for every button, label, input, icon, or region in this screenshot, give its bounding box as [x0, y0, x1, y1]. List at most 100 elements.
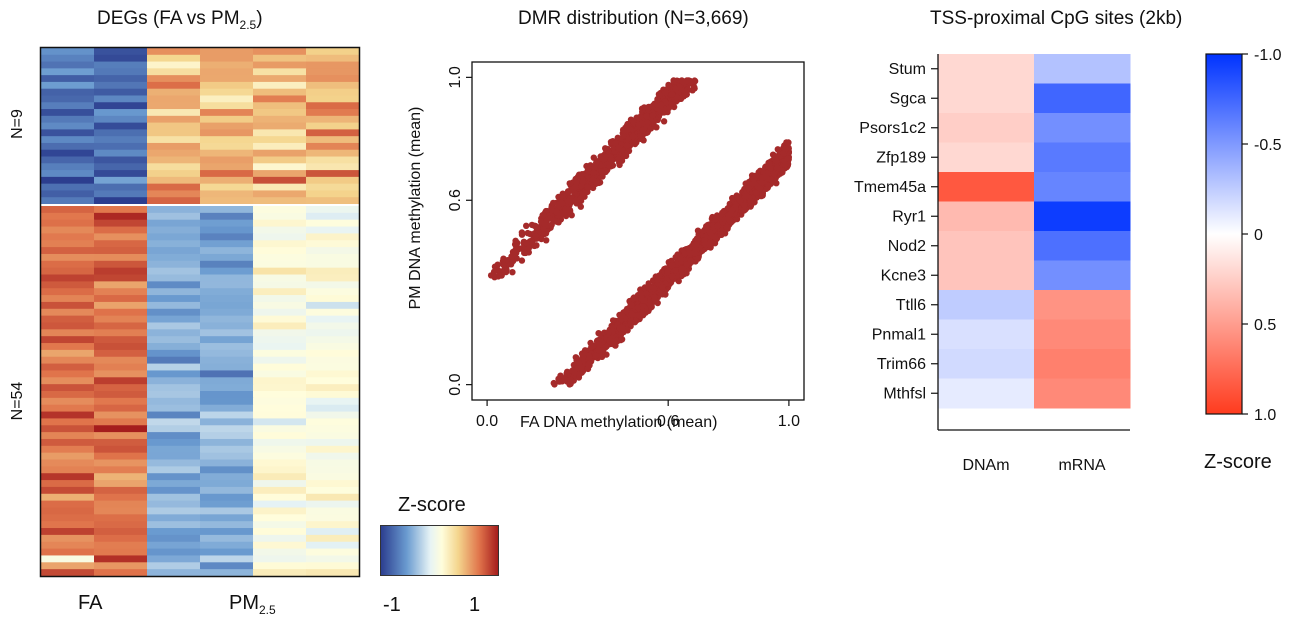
deg-heatmap-cell — [41, 349, 95, 358]
deg-heatmap-cell — [94, 156, 148, 164]
deg-heatmap-cell — [41, 363, 95, 371]
deg-heatmap-cell — [147, 61, 201, 69]
scatter-point — [615, 155, 622, 163]
scatter-point — [651, 294, 658, 301]
deg-heatmap-cell — [147, 156, 201, 164]
deg-heatmap-cell — [306, 438, 360, 447]
deg-heatmap-cell — [147, 95, 201, 103]
deg-heatmap-cell — [253, 109, 307, 117]
deg-heatmap-cell — [200, 391, 254, 399]
tss-row-label: Pnmal1 — [872, 326, 926, 343]
deg-heatmap-cell — [253, 528, 307, 536]
scatter-point — [579, 178, 587, 185]
deg-heatmap-cell — [306, 190, 360, 198]
deg-heatmap-cell — [200, 88, 254, 96]
deg-heatmap-cell — [147, 54, 201, 63]
deg-heatmap-cell — [306, 500, 360, 508]
deg-heatmap-cell — [147, 322, 201, 330]
scatter-point — [642, 290, 650, 297]
deg-heatmap-cell — [253, 404, 307, 413]
deg-heatmap-cell — [41, 226, 95, 234]
deg-heatmap-cell — [41, 109, 95, 117]
deg-heatmap-cell — [253, 507, 307, 515]
deg-heatmap-cell — [306, 274, 360, 282]
tss-legend-tick-label: -0.5 — [1254, 137, 1282, 154]
deg-heatmap-cell — [147, 473, 201, 481]
deg-heatmap-cell — [200, 384, 254, 392]
scatter-point — [612, 139, 619, 147]
deg-heatmap-cell — [253, 493, 307, 502]
tss-row-label: Ttll6 — [896, 297, 926, 314]
deg-heatmap-cell — [94, 452, 148, 461]
deg-heatmap-cell — [147, 48, 201, 56]
scatter-point — [622, 307, 630, 315]
deg-heatmap-cell — [147, 356, 201, 365]
deg-heatmap-cell — [41, 438, 95, 447]
deg-heatmap-cell — [147, 452, 201, 461]
deg-heatmap-cell — [200, 377, 254, 385]
deg-heatmap-cell — [94, 212, 148, 221]
deg-heatmap-cell — [306, 363, 360, 371]
deg-heatmap-cell — [306, 411, 360, 419]
deg-heatmap-cell — [200, 562, 254, 570]
deg-heatmap-cell — [41, 384, 95, 392]
scatter-point — [575, 359, 582, 366]
scatter-point — [762, 173, 769, 180]
scatter-point — [500, 261, 507, 268]
deg-heatmap-cell — [253, 445, 307, 454]
deg-heatmap-cell — [253, 370, 307, 378]
deg-heatmap-cell — [94, 336, 148, 344]
scatter-y-tick-label: 0.6 — [447, 189, 464, 211]
deg-heatmap-cell — [253, 219, 307, 228]
deg-heatmap-cell — [147, 432, 201, 440]
deg-heatmap-cell — [253, 115, 307, 124]
deg-heatmap-cell — [94, 176, 148, 185]
deg-heatmap-cell — [94, 411, 148, 419]
tss-heatmap-cell — [938, 113, 1035, 143]
deg-heatmap-cell — [41, 197, 95, 205]
deg-heatmap-cell — [253, 377, 307, 385]
scatter-point — [712, 234, 719, 242]
deg-heatmap-cell — [147, 226, 201, 234]
scatter-point — [639, 127, 646, 134]
deg-heatmap-cell — [41, 370, 95, 378]
deg-heatmap-cell — [253, 397, 307, 406]
deg-heatmap-cell — [306, 102, 360, 110]
scatter-point — [669, 273, 676, 280]
scatter-point — [645, 284, 652, 291]
deg-heatmap-cell — [147, 233, 201, 241]
deg-heatmap-cell — [306, 81, 360, 90]
deg-heatmap-cell — [200, 129, 254, 137]
deg-heatmap-cell — [94, 48, 148, 56]
deg-heatmap-cell — [41, 115, 95, 124]
deg-heatmap-cell — [41, 411, 95, 419]
scatter-point — [627, 320, 634, 328]
deg-heatmap-cell — [94, 397, 148, 406]
deg-heatmap-cell — [147, 548, 201, 556]
tss-heatmap-cell — [938, 349, 1035, 379]
col-label-pm-main: PM — [229, 592, 259, 614]
deg-heatmap-cell — [200, 240, 254, 248]
deg-heatmap-cell — [253, 425, 307, 433]
deg-heatmap-cell — [253, 240, 307, 248]
deg-heatmap-cell — [41, 425, 95, 433]
deg-heatmap-cell — [200, 81, 254, 90]
scatter-point — [580, 352, 587, 359]
deg-heatmap-cell — [253, 534, 307, 543]
deg-heatmap-cell — [200, 115, 254, 124]
deg-heatmap-cell — [306, 156, 360, 164]
scatter-point — [681, 250, 688, 257]
deg-heatmap-cell — [253, 466, 307, 474]
deg-heatmap-cell — [306, 480, 360, 488]
scatter-point — [723, 224, 731, 231]
deg-heatmap-cell — [200, 370, 254, 378]
deg-heatmap-cell — [253, 473, 307, 481]
deg-heatmap-cell — [94, 122, 148, 130]
deg-heatmap-cell — [94, 136, 148, 144]
deg-heatmap-cell — [147, 247, 201, 255]
tss-legend-tick-label: 1.0 — [1254, 407, 1276, 424]
deg-heatmap-cell — [94, 109, 148, 117]
deg-heatmap-cell — [306, 260, 360, 269]
deg-heatmap-cell — [41, 473, 95, 481]
deg-heatmap-cell — [200, 95, 254, 103]
